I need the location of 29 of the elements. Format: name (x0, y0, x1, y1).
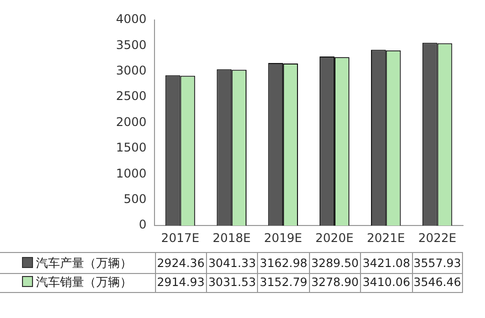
y-tick-label: 2000 (116, 114, 147, 129)
y-tick-label: 1500 (116, 140, 147, 155)
y-tick-label: 1000 (116, 166, 147, 180)
y-tick-label: 4000 (116, 12, 147, 26)
x-tick-label: 2018E (212, 230, 251, 245)
legend-label: 汽车产量（万辆） (35, 255, 132, 272)
y-tick-label: 3500 (116, 38, 147, 52)
x-tick-label: 2022E (418, 230, 456, 245)
data-label: 2924.36 (154, 253, 206, 273)
data-label: 2914.93 (154, 272, 206, 292)
data-label: 3031.53 (206, 272, 258, 292)
y-tick-label: 2500 (116, 89, 147, 104)
x-tick-label: 2019E (264, 230, 302, 245)
x-tick-label: 2021E (366, 230, 405, 245)
x-tick-label: 2020E (315, 230, 354, 245)
data-label: 3152.79 (257, 272, 309, 292)
legend-label: 汽车销量（万辆） (35, 274, 132, 291)
data-label: 3557.93 (412, 253, 463, 273)
y-tick-label: 0 (138, 218, 147, 232)
data-label: 3410.06 (360, 272, 412, 292)
y-tick-label: 3000 (116, 64, 147, 78)
data-label: 3289.50 (308, 253, 360, 273)
data-label: 3041.33 (206, 253, 258, 273)
data-label: 3278.90 (308, 272, 360, 292)
data-label: 3162.98 (257, 253, 309, 273)
x-tick-label: 2017E (161, 230, 200, 245)
data-label: 3421.08 (360, 253, 412, 273)
data-label: 3546.46 (412, 272, 463, 292)
y-tick-label: 500 (124, 192, 147, 206)
